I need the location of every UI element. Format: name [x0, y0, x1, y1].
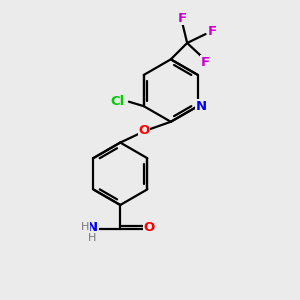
Text: N: N — [196, 100, 207, 113]
Text: F: F — [178, 11, 187, 25]
Text: O: O — [138, 124, 150, 137]
Text: Cl: Cl — [110, 95, 125, 108]
Text: N: N — [87, 221, 98, 234]
Text: O: O — [143, 221, 155, 234]
Text: F: F — [200, 56, 209, 68]
Text: H: H — [81, 222, 90, 232]
Text: H: H — [88, 233, 97, 243]
Text: F: F — [208, 25, 217, 38]
